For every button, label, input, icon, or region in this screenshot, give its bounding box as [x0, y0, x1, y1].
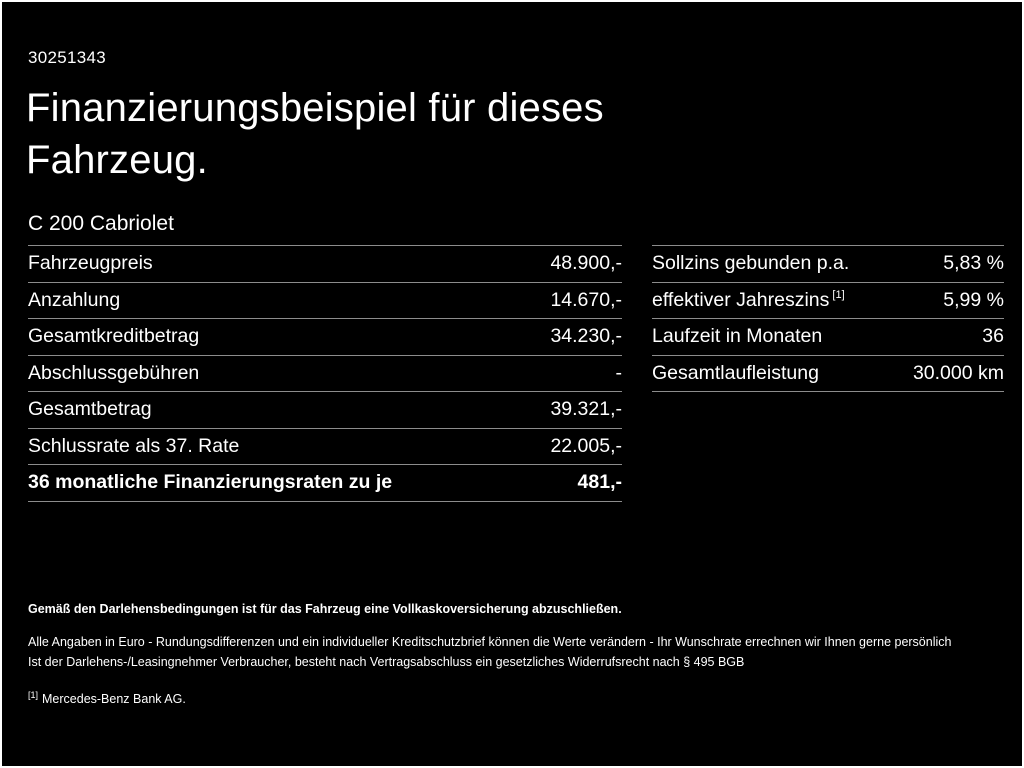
table-row-gesamtkreditbetrag: Gesamtkreditbetrag 34.230,- [28, 319, 622, 356]
table-row-fahrzeugpreis: Fahrzeugpreis 48.900,- [28, 246, 622, 283]
table-row-schlussrate: Schlussrate als 37. Rate 22.005,- [28, 429, 622, 465]
row-value: 34.230,- [550, 325, 622, 348]
financing-table-right: Sollzins gebunden p.a. 5,83 % effektiver… [652, 245, 1004, 392]
row-label: Anzahlung [28, 288, 121, 311]
page-title-line2: Fahrzeug. [26, 138, 208, 182]
row-label: Gesamtlaufleistung [652, 361, 819, 384]
table-row-gesamtbetrag: Gesamtbetrag 39.321,- [28, 392, 622, 429]
row-label: Gesamtkreditbetrag [28, 325, 200, 348]
row-label: Abschlussgebühren [28, 361, 200, 384]
row-value: 14.670,- [550, 288, 622, 311]
footer-insurance-note: Gemäß den Darlehensbedingungen ist für d… [28, 602, 622, 616]
row-label: Gesamtbetrag [28, 398, 152, 421]
row-value: 36 [982, 325, 1004, 348]
row-label-text: effektiver Jahreszins [652, 288, 830, 311]
table-row-laufzeit: Laufzeit in Monaten 36 [652, 319, 1004, 356]
table-row-anzahlung: Anzahlung 14.670,- [28, 283, 622, 319]
footnote-reference: [1] [832, 289, 845, 302]
table-row-monatliche-raten: 36 monatliche Finanzierungsraten zu je 4… [28, 465, 622, 502]
footer-disclaimer-line1: Alle Angaben in Euro - Rundungsdifferenz… [28, 635, 952, 649]
row-value: 22.005,- [550, 434, 622, 457]
row-value: - [615, 361, 623, 384]
document-id: 30251343 [28, 48, 107, 67]
page-title: Finanzierungsbeispiel für dieses Fahrzeug… [26, 82, 604, 186]
row-label: Laufzeit in Monaten [652, 325, 823, 348]
row-label: effektiver Jahreszins [1] [652, 289, 845, 312]
page-title-line1: Finanzierungsbeispiel für dieses [26, 86, 604, 130]
table-row-effektiver-jahreszins: effektiver Jahreszins [1] 5,99 % [652, 283, 1004, 319]
table-row-gesamtlaufleistung: Gesamtlaufleistung 30.000 km [652, 356, 1004, 392]
row-label: Sollzins gebunden p.a. [652, 252, 850, 275]
row-value: 39.321,- [550, 398, 622, 421]
row-value: 481,- [577, 471, 622, 494]
legal-footer: Gemäß den Darlehensbedingungen ist für d… [28, 599, 988, 709]
footer-footnote: [1] Mercedes-Benz Bank AG. [28, 685, 988, 709]
footer-disclaimer-line2: Ist der Darlehens-/Leasingnehmer Verbrau… [28, 655, 745, 669]
row-value: 48.900,- [550, 252, 622, 275]
table-row-sollzins: Sollzins gebunden p.a. 5,83 % [652, 246, 1004, 283]
financing-table-left: Fahrzeugpreis 48.900,- Anzahlung 14.670,… [28, 245, 622, 502]
row-value: 5,83 % [943, 252, 1004, 275]
row-label: 36 monatliche Finanzierungsraten zu je [28, 471, 393, 494]
row-value: 5,99 % [943, 288, 1004, 311]
footnote-marker: [1] [28, 690, 39, 700]
row-label: Schlussrate als 37. Rate [28, 434, 240, 457]
row-value: 30.000 km [912, 361, 1004, 384]
financing-tables: Fahrzeugpreis 48.900,- Anzahlung 14.670,… [28, 245, 1004, 502]
table-row-abschlussgebuehren: Abschlussgebühren - [28, 356, 623, 392]
row-label: Fahrzeugpreis [28, 252, 153, 275]
vehicle-model: C 200 Cabriolet [28, 212, 174, 235]
footnote-text: Mercedes-Benz Bank AG. [42, 692, 186, 707]
